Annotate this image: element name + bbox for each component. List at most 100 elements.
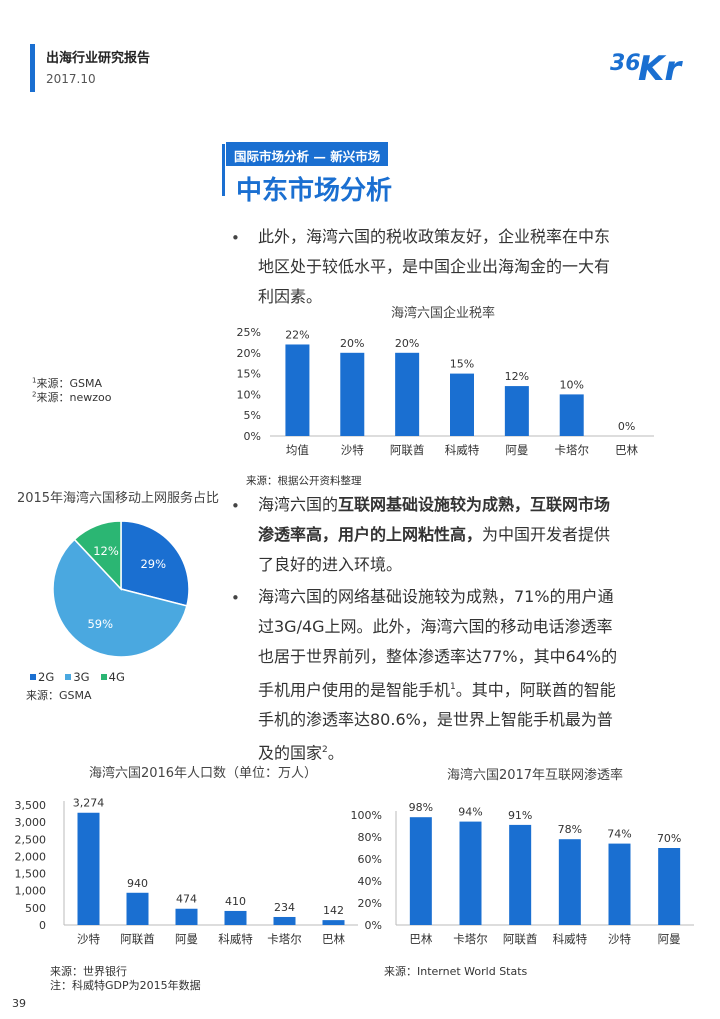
legend-item: 4G bbox=[100, 670, 125, 684]
tax-rate-chart: 海湾六国企业税率 0% 5% 10% 15% 20% 25% 22% 均值 20% 沙特 20% 阿联… bbox=[228, 300, 658, 470]
report-date: 2017.10 bbox=[46, 72, 96, 86]
data-label: 234 bbox=[274, 901, 295, 914]
population-chart: 海湾六国2016年人口数（单位：万人） 0 500 1,000 1,500 2,000 2… bbox=[8, 760, 360, 960]
data-label: 98% bbox=[409, 801, 433, 814]
x-tick-label: 巴林 bbox=[322, 932, 345, 946]
bar bbox=[504, 386, 529, 436]
pop-chart-source: 来源：世界银行 bbox=[50, 965, 127, 978]
data-label: 91% bbox=[508, 809, 532, 822]
internet-penetration-chart: 海湾六国2017年互联网渗透率 0% 20% 40% 60% 80% 100% 98% 巴林 9… bbox=[350, 760, 700, 960]
y-tick-label: 15% bbox=[237, 368, 261, 381]
x-tick-label: 沙特 bbox=[77, 932, 100, 946]
bar bbox=[175, 908, 198, 925]
footnote-2: 2来源：newzoo bbox=[32, 390, 112, 404]
footnote-1: 1来源：GSMA bbox=[32, 376, 102, 390]
paragraph-tax: 此外，海湾六国的税收政策友好，企业税率在中东 地区处于较低水平，是中国企业出海淘… bbox=[258, 222, 648, 312]
x-tick-label: 科威特 bbox=[445, 443, 480, 457]
paragraph-line: 过3G/4G上网。此外，海湾六国的移动电话渗透率 bbox=[258, 617, 613, 636]
y-tick-label: 1,000 bbox=[15, 885, 47, 898]
bar bbox=[273, 916, 296, 925]
x-tick-label: 卡塔尔 bbox=[554, 443, 589, 457]
slice-label: 59% bbox=[87, 617, 113, 631]
bar bbox=[395, 352, 420, 436]
x-tick-label: 阿曼 bbox=[505, 443, 528, 457]
data-label: 12% bbox=[505, 370, 529, 383]
x-tick-label: 均值 bbox=[286, 443, 309, 457]
bar bbox=[558, 839, 581, 925]
data-label: 0% bbox=[618, 420, 635, 433]
x-tick-label: 阿联酋 bbox=[120, 932, 155, 946]
y-tick-label: 10% bbox=[237, 388, 261, 401]
y-tick-label: 40% bbox=[358, 875, 382, 888]
chart-title: 海湾六国企业税率 bbox=[390, 306, 495, 321]
chart-title: 海湾六国2017年互联网渗透率 bbox=[446, 768, 624, 783]
x-tick-label: 沙特 bbox=[341, 443, 364, 457]
paragraph-line: 也居于世界前列，整体渗透率达77%，其中64%的 bbox=[258, 647, 618, 666]
data-label: 940 bbox=[127, 877, 148, 890]
data-label: 10% bbox=[559, 378, 583, 391]
x-tick-label: 巴林 bbox=[409, 932, 432, 946]
data-label: 142 bbox=[323, 904, 344, 917]
paragraph-internet: 海湾六国的互联网基础设施较为成熟，互联网市场 渗透率高，用户的上网粘性高，为中国… bbox=[258, 490, 658, 580]
x-tick-label: 科威特 bbox=[553, 932, 588, 946]
y-tick-label: 0 bbox=[39, 919, 46, 932]
pie-chart-source: 来源：GSMA bbox=[26, 689, 92, 702]
paragraph-line: 手机的渗透率达80.6%，是世界上智能手机最为普 bbox=[258, 710, 613, 730]
bar bbox=[126, 892, 149, 925]
pie-slice bbox=[120, 520, 190, 607]
bullet-marker: • bbox=[231, 497, 240, 515]
y-tick-label: 0% bbox=[244, 430, 261, 443]
bar bbox=[224, 910, 247, 925]
legend-item: 3G bbox=[65, 670, 90, 684]
chart-title: 2015年海湾六国移动上网服务占比 bbox=[16, 491, 220, 506]
slice-label: 29% bbox=[140, 557, 166, 571]
bar bbox=[450, 373, 474, 436]
paragraph-network: 海湾六国的网络基础设施较为成熟，71%的用户通 过3G/4G上网。此外，海湾六国… bbox=[258, 582, 658, 769]
data-label: 3,274 bbox=[73, 797, 105, 810]
brand-logo: 36 Kr bbox=[610, 40, 688, 89]
section-title: 中东市场分析 bbox=[236, 176, 393, 206]
data-label: 22% bbox=[285, 328, 309, 341]
x-tick-label: 卡塔尔 bbox=[267, 932, 302, 946]
y-tick-label: 60% bbox=[358, 853, 382, 866]
x-tick-label: 阿曼 bbox=[175, 932, 198, 946]
report-title: 出海行业研究报告 bbox=[46, 51, 151, 66]
bar bbox=[658, 848, 681, 925]
paragraph-line: 手机用户使用的是智能手机1。其中，阿联酋的智能 bbox=[258, 680, 616, 700]
y-tick-label: 25% bbox=[237, 326, 261, 339]
y-tick-label: 5% bbox=[244, 409, 261, 422]
paragraph-line: 此外，海湾六国的税收政策友好，企业税率在中东 bbox=[258, 227, 611, 246]
data-label: 74% bbox=[607, 828, 631, 841]
pie-legend: 2G 3G 4G bbox=[30, 665, 131, 684]
svg-text:Kr: Kr bbox=[638, 49, 683, 84]
paragraph-line: 海湾六国的网络基础设施较为成熟，71%的用户通 bbox=[258, 587, 614, 606]
data-label: 70% bbox=[657, 832, 681, 845]
header-accent-bar bbox=[30, 44, 35, 92]
y-tick-label: 0% bbox=[365, 919, 382, 932]
y-tick-label: 20% bbox=[358, 897, 382, 910]
x-tick-label: 阿联酋 bbox=[503, 932, 538, 946]
data-label: 20% bbox=[340, 337, 364, 350]
bar bbox=[285, 344, 310, 436]
bar bbox=[322, 920, 345, 925]
x-tick-label: 沙特 bbox=[608, 932, 631, 946]
y-tick-label: 500 bbox=[25, 902, 46, 915]
y-tick-label: 3,000 bbox=[15, 816, 47, 829]
bar bbox=[559, 394, 584, 436]
y-tick-label: 100% bbox=[351, 809, 382, 822]
data-label: 410 bbox=[225, 895, 246, 908]
x-tick-label: 科威特 bbox=[218, 932, 253, 946]
paragraph-line: 及的国家2。 bbox=[258, 743, 344, 763]
x-tick-label: 阿曼 bbox=[658, 932, 681, 946]
paragraph-line: 地区处于较低水平，是中国企业出海淘金的一大有 bbox=[258, 257, 611, 276]
data-label: 20% bbox=[395, 337, 419, 350]
y-tick-label: 3,500 bbox=[15, 799, 47, 812]
slice-label: 12% bbox=[93, 544, 119, 558]
page-number: 39 bbox=[12, 997, 26, 1010]
bullet-marker: • bbox=[231, 589, 240, 607]
legend-item: 2G bbox=[30, 670, 54, 684]
x-tick-label: 阿联酋 bbox=[390, 443, 425, 457]
svg-text:36: 36 bbox=[610, 51, 641, 76]
bullet-marker: • bbox=[231, 229, 240, 247]
pie-slice bbox=[52, 538, 188, 658]
